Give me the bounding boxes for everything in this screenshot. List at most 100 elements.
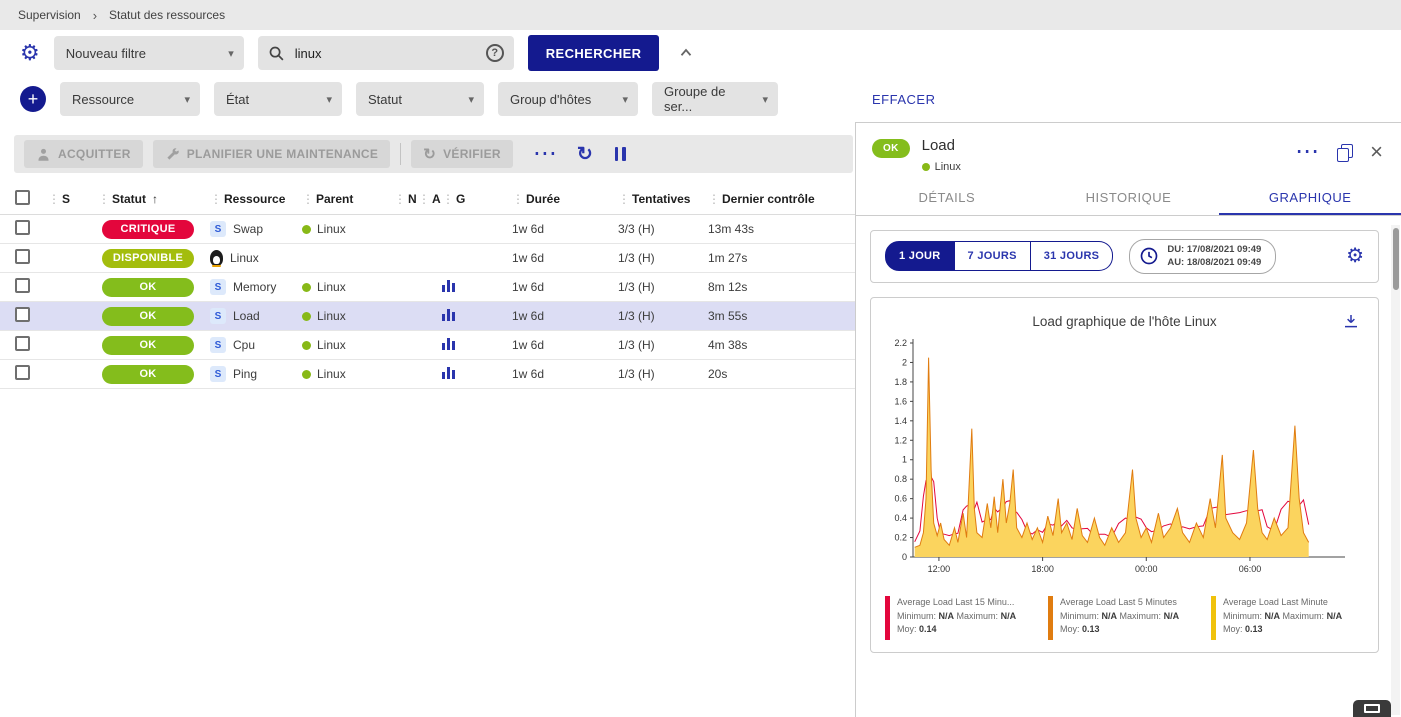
header-graph[interactable]: G	[456, 191, 466, 206]
header-last-check[interactable]: Dernier contrôle	[722, 191, 815, 206]
resource-cell[interactable]: S Memory	[210, 279, 302, 295]
filter-state-select[interactable]: État ▾	[214, 82, 342, 116]
resource-cell[interactable]: S Ping	[210, 366, 302, 382]
row-checkbox[interactable]	[15, 336, 30, 351]
graph-icon[interactable]	[442, 337, 457, 350]
drag-handle-icon[interactable]: ⋮	[98, 191, 110, 206]
resources-list-pane: ACQUITTER PLANIFIER UNE MAINTENANCE ↻ VÉ…	[0, 122, 855, 717]
legend-item-load15[interactable]: Average Load Last 15 Minu... Minimum: N/…	[885, 595, 1038, 640]
close-panel-icon[interactable]: ×	[1370, 139, 1383, 164]
export-graph-icon[interactable]	[1342, 312, 1360, 335]
scrollbar-thumb[interactable]	[1392, 228, 1399, 290]
table-row[interactable]: CRITIQUE S Swap Linux 1w 6d 3/3 (H) 13m 4…	[0, 215, 855, 244]
check-label: VÉRIFIER	[443, 147, 501, 161]
legend-avg-label: Moy:	[1223, 624, 1243, 635]
filter-servicegroup-select[interactable]: Groupe de ser... ▾	[652, 82, 778, 116]
range-31days-button[interactable]: 31 JOURS	[1030, 241, 1114, 272]
legend-item-load5[interactable]: Average Load Last 5 Minutes Minimum: N/A…	[1048, 595, 1201, 640]
search-box: ?	[257, 36, 514, 70]
parent-cell[interactable]: Linux	[302, 280, 394, 294]
header-duration[interactable]: Durée	[526, 191, 561, 206]
saved-filter-select[interactable]: Nouveau filtre ▾	[53, 36, 244, 70]
graph-icon[interactable]	[442, 366, 457, 379]
range-7days-button[interactable]: 7 JOURS	[954, 241, 1031, 272]
resource-cell[interactable]: S Swap	[210, 221, 302, 237]
table-row-selected[interactable]: OK S Load Linux 1w 6d 1/3 (H) 3m 55s	[0, 302, 855, 331]
tab-graph[interactable]: GRAPHIQUE	[1219, 179, 1401, 215]
parent-cell[interactable]: Linux	[302, 222, 394, 236]
service-icon: S	[210, 366, 226, 382]
custom-period-button[interactable]: DU: 17/08/2021 09:49 AU: 18/08/2021 09:4…	[1129, 239, 1277, 274]
tab-details[interactable]: DÉTAILS	[918, 190, 976, 205]
acknowledge-label: ACQUITTER	[58, 147, 131, 161]
graph-icon[interactable]	[442, 308, 457, 321]
parent-cell[interactable]: Linux	[302, 338, 394, 352]
header-tries[interactable]: Tentatives	[632, 191, 691, 206]
search-help-icon[interactable]: ?	[485, 44, 504, 62]
panel-host-name[interactable]: Linux	[934, 161, 961, 173]
resource-cell[interactable]: Linux	[210, 250, 302, 267]
filter-resource-select[interactable]: Ressource ▾	[60, 82, 200, 116]
table-row[interactable]: DISPONIBLE Linux 1w 6d 1/3 (H) 1m 27s	[0, 244, 855, 273]
more-actions-icon[interactable]: ⋯	[532, 140, 557, 167]
filter-hostgroup-select[interactable]: Group d'hôtes ▾	[498, 82, 638, 116]
header-parent[interactable]: Parent	[316, 191, 354, 206]
toolbar-divider	[400, 143, 402, 165]
sort-asc-icon[interactable]: ↑	[152, 191, 158, 206]
header-action[interactable]: A	[432, 191, 441, 206]
parent-cell[interactable]: Linux	[302, 367, 394, 381]
svg-text:18:00: 18:00	[1031, 564, 1054, 574]
add-criteria-button[interactable]: +	[20, 86, 46, 112]
filter-settings-gear-icon[interactable]: ⚙	[20, 40, 40, 65]
drag-handle-icon[interactable]: ⋮	[210, 191, 222, 206]
resource-cell[interactable]: S Cpu	[210, 337, 302, 353]
header-resource[interactable]: Ressource	[224, 191, 286, 206]
downtime-button[interactable]: PLANIFIER UNE MAINTENANCE	[152, 140, 391, 168]
row-checkbox[interactable]	[15, 220, 30, 235]
table-row[interactable]: OK S Cpu Linux 1w 6d 1/3 (H) 4m 38s	[0, 331, 855, 360]
row-checkbox[interactable]	[15, 307, 30, 322]
row-checkbox[interactable]	[15, 365, 30, 380]
row-checkbox[interactable]	[15, 278, 30, 293]
drag-handle-icon[interactable]: ⋮	[302, 191, 314, 206]
drag-handle-icon[interactable]: ⋮	[618, 191, 630, 206]
drag-handle-icon[interactable]: ⋮	[708, 191, 720, 206]
search-input[interactable]	[292, 44, 478, 62]
breadcrumb-supervision[interactable]: Supervision	[18, 8, 81, 22]
legend-item-load1[interactable]: Average Load Last Minute Minimum: N/A Ma…	[1211, 595, 1364, 640]
clear-filters-button[interactable]: EFFACER	[872, 91, 936, 107]
graph-icon[interactable]	[442, 279, 457, 292]
panel-scrollbar[interactable]	[1391, 225, 1400, 715]
screen-corner-icon[interactable]	[1353, 700, 1391, 717]
select-all-checkbox[interactable]	[15, 189, 30, 205]
table-row[interactable]: OK S Ping Linux 1w 6d 1/3 (H) 20s	[0, 360, 855, 389]
copy-link-icon[interactable]	[1337, 143, 1354, 162]
header-status[interactable]: Statut	[112, 191, 146, 206]
panel-more-icon[interactable]: ⋯	[1295, 138, 1320, 165]
range-1day-button[interactable]: 1 JOUR	[885, 241, 955, 272]
search-button[interactable]: RECHERCHER	[527, 35, 660, 71]
drag-handle-icon[interactable]: ⋮	[512, 191, 524, 206]
check-button[interactable]: ↻ VÉRIFIER	[411, 140, 513, 168]
tab-history[interactable]: HISTORIQUE	[1085, 190, 1172, 205]
drag-handle-icon[interactable]: ⋮	[394, 191, 406, 206]
drag-handle-icon[interactable]: ⋮	[418, 191, 430, 206]
collapse-filters-chevron-up-icon[interactable]	[677, 44, 695, 62]
load-graph-svg[interactable]: 0 0.2 0.4 0.6 0.8 1 1.2 1.4 1.6 1.8 2 2.2 12:00 18:00…	[877, 331, 1357, 583]
parent-cell[interactable]: Linux	[302, 309, 394, 323]
header-notes[interactable]: N	[408, 191, 417, 206]
acknowledge-button[interactable]: ACQUITTER	[24, 140, 143, 168]
service-icon: S	[210, 279, 226, 295]
header-severity[interactable]: S	[62, 191, 71, 206]
table-row[interactable]: OK S Memory Linux 1w 6d 1/3 (H) 8m 12s	[0, 273, 855, 302]
filter-status-select[interactable]: Statut ▾	[356, 82, 484, 116]
resource-cell[interactable]: S Load	[210, 308, 302, 324]
row-checkbox[interactable]	[15, 249, 30, 264]
breadcrumb-statut-ressources[interactable]: Statut des ressources	[109, 8, 226, 22]
legend-avg-value: 0.13	[1082, 624, 1100, 635]
pause-autorefresh-icon[interactable]	[613, 147, 628, 161]
drag-handle-icon[interactable]: ⋮	[442, 191, 454, 206]
refresh-list-icon[interactable]: ↻	[576, 143, 593, 165]
drag-handle-icon[interactable]: ⋮	[48, 191, 60, 206]
graph-settings-gear-icon[interactable]: ⚙	[1346, 245, 1364, 268]
